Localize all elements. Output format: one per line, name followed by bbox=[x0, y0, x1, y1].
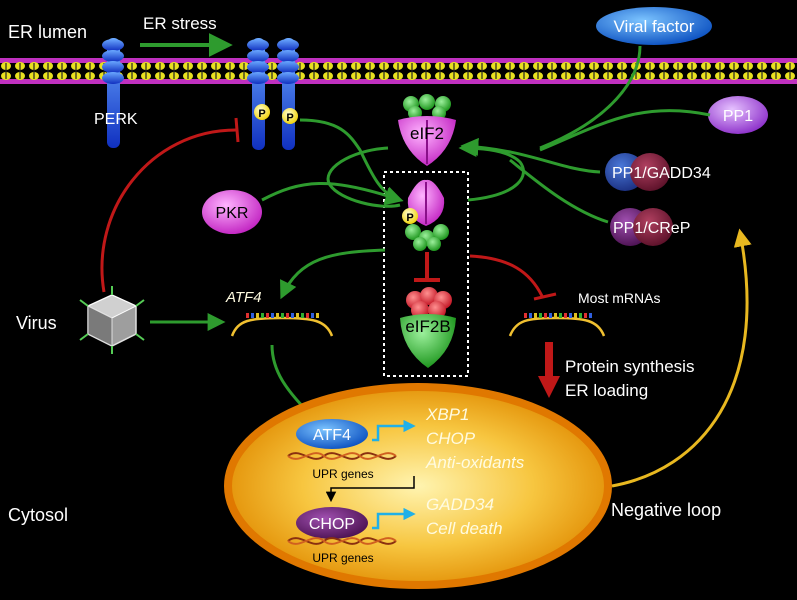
eif2b-sequestration-box bbox=[383, 171, 469, 377]
eif2-complex bbox=[398, 94, 456, 166]
chop-protein-node bbox=[296, 507, 368, 539]
pkr-node bbox=[202, 190, 262, 234]
phospho-perk-2: P bbox=[282, 108, 298, 124]
atf4-target-3: Anti-oxidants bbox=[425, 453, 525, 472]
pp1-node bbox=[708, 96, 768, 134]
viral-factor-label: Viral factor bbox=[614, 17, 695, 36]
phospho-perk-1: P bbox=[254, 104, 270, 120]
viral-factor-node bbox=[596, 7, 712, 45]
eif2-phosphorylation-arrows bbox=[261, 45, 711, 224]
atf4-protein-label: ATF4 bbox=[313, 427, 351, 444]
negative-loop-arrow bbox=[611, 228, 752, 488]
eif2-label: eIF2 bbox=[410, 124, 444, 143]
er-lumen-label: ER lumen bbox=[8, 22, 87, 42]
phospho-label: P bbox=[286, 112, 293, 124]
eif2-to-atf4-arrow bbox=[280, 248, 386, 300]
atf4-protein-node bbox=[296, 419, 368, 449]
atf4-mrna bbox=[230, 313, 334, 337]
dna-upr-genes-2 bbox=[287, 537, 397, 545]
chop-induction-arrow bbox=[325, 476, 415, 503]
chop-target-2: Cell death bbox=[426, 519, 503, 538]
dna-upr-genes-1 bbox=[287, 452, 397, 460]
negative-loop-label: Negative loop bbox=[611, 500, 721, 520]
upr-genes-label-1: UPR genes bbox=[312, 467, 373, 481]
pp1-crep-label: PP1/CReP bbox=[613, 220, 690, 237]
phospho-label: P bbox=[258, 108, 265, 120]
virus-perk-inhibition bbox=[100, 128, 237, 293]
most-mrnas bbox=[508, 313, 606, 337]
pp1-crep-complex bbox=[610, 208, 673, 246]
er-stress-label: ER stress bbox=[143, 14, 217, 33]
protein-synthesis-label: Protein synthesis bbox=[565, 357, 694, 376]
atf4-target-2: CHOP bbox=[426, 429, 476, 448]
perk-receptor bbox=[102, 38, 124, 148]
upr-genes-label-2: UPR genes bbox=[312, 551, 373, 565]
atf4-mrna-label: ATF4 bbox=[225, 289, 262, 306]
nucleus bbox=[224, 383, 612, 589]
pp1-label: PP1 bbox=[723, 108, 753, 125]
atf4-target-1: XBP1 bbox=[425, 405, 469, 424]
most-mrnas-inhibition bbox=[469, 254, 544, 297]
perk-dimer bbox=[247, 38, 299, 150]
chop-transcription-arrow bbox=[372, 507, 416, 530]
phospho-eif2-complex bbox=[402, 179, 449, 251]
eif2b-label: eIF2B bbox=[405, 317, 450, 336]
atf4-transcription-arrow bbox=[372, 419, 416, 442]
cytosol-label: Cytosol bbox=[8, 505, 68, 525]
virus-label: Virus bbox=[16, 313, 57, 333]
er-membrane bbox=[0, 58, 797, 84]
virus-icon bbox=[79, 286, 145, 354]
eif2b-complex bbox=[400, 287, 456, 368]
pp1-gadd34-complex bbox=[605, 153, 670, 191]
pkr-label: PKR bbox=[216, 205, 249, 222]
er-loading-label: ER loading bbox=[565, 381, 648, 400]
chop-target-1: GADD34 bbox=[426, 495, 494, 514]
chop-protein-label: CHOP bbox=[309, 516, 355, 533]
perk-label: PERK bbox=[94, 111, 138, 128]
phospho-label: P bbox=[406, 212, 413, 224]
pp1-gadd34-label: PP1/GADD34 bbox=[612, 165, 711, 182]
protein-synthesis-decrease-arrow bbox=[538, 342, 560, 398]
most-mrnas-label: Most mRNAs bbox=[578, 290, 660, 306]
